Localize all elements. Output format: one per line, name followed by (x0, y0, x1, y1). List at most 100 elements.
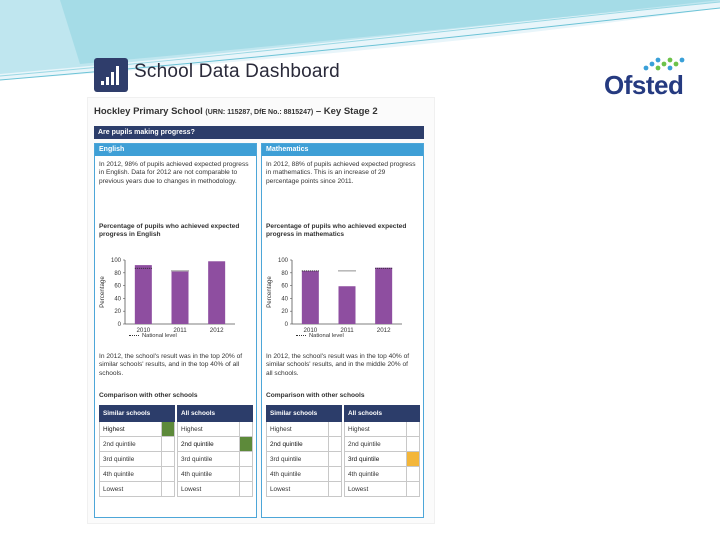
quintile-label: 3rd quintile (99, 451, 162, 467)
bar-2010 (301, 270, 319, 324)
quintile-label: Highest (266, 421, 329, 437)
y-tick-label: 60 (281, 284, 288, 290)
english-chart-title: Percentage of pupils who achieved expect… (99, 223, 240, 239)
quintile-label: Lowest (344, 481, 407, 497)
maths-chart-legend: National level (296, 333, 344, 339)
quintile-row: 4th quintile (344, 466, 420, 482)
quintile-marker (406, 421, 420, 437)
y-tick-label: 100 (111, 258, 122, 264)
quintile-label: 3rd quintile (266, 451, 329, 467)
x-tick-label: 2010 (136, 327, 150, 334)
quintile-label: Highest (344, 421, 407, 437)
quintile-label: 2nd quintile (177, 436, 240, 452)
ofsted-dots-icon (643, 57, 685, 71)
quintile-marker (406, 451, 420, 467)
english-all-schools-table: All schools Highest 2nd quintile 3rd quint… (177, 405, 253, 497)
quintile-marker (239, 466, 253, 482)
quintile-row: Highest (177, 421, 253, 437)
quintile-marker (406, 466, 420, 482)
y-axis-label: Percentage (266, 276, 273, 308)
ofsted-logo: Ofsted (604, 56, 688, 100)
quintile-label: 3rd quintile (177, 451, 240, 467)
quintile-label: 2nd quintile (99, 436, 162, 452)
maths-chart-title: Percentage of pupils who achieved expect… (266, 223, 407, 239)
quintile-marker (161, 436, 175, 452)
school-ids: (URN: 115287, DfE No.: 8815247) (205, 109, 314, 116)
quintile-row: 2nd quintile (99, 436, 175, 452)
english-similar-header: Similar schools (99, 405, 175, 422)
quintile-row: 4th quintile (99, 466, 175, 482)
maths-panel: Mathematics In 2012, 88% of pupils achie… (261, 143, 424, 518)
y-tick-label: 20 (114, 309, 121, 315)
english-similar-schools-table: Similar schools Highest 2nd quintile 3rd q… (99, 405, 175, 497)
english-comparison-title: Comparison with other schools (99, 392, 198, 399)
quintile-marker (239, 421, 253, 437)
english-progress-chart: Percentage 0 20 40 60 80 100 2010 2011 2012 (99, 258, 235, 334)
quintile-marker (161, 481, 175, 497)
quintile-row: 4th quintile (177, 466, 253, 482)
quintile-row: 3rd quintile (344, 451, 420, 467)
report-document: Hockley Primary School (URN: 115287, DfE… (88, 98, 434, 523)
quintile-row: Lowest (266, 481, 342, 497)
quintile-row: Lowest (177, 481, 253, 497)
quintile-row: Highest (266, 421, 342, 437)
y-tick-label: 80 (114, 271, 121, 277)
maths-comparison-title: Comparison with other schools (266, 392, 365, 399)
quintile-label: 2nd quintile (344, 436, 407, 452)
quintile-marker (328, 481, 342, 497)
quintile-row: 4th quintile (266, 466, 342, 482)
maths-heading: Mathematics (262, 144, 423, 156)
key-stage: – Key Stage 2 (315, 106, 378, 117)
quintile-label: Lowest (266, 481, 329, 497)
quintile-label: 4th quintile (266, 466, 329, 482)
quintile-row: 3rd quintile (177, 451, 253, 467)
app-title: School Data Dashboard (134, 61, 340, 82)
quintile-row: 2nd quintile (266, 436, 342, 452)
quintile-row: Highest (344, 421, 420, 437)
y-tick-label: 100 (278, 258, 289, 264)
maths-result-text: In 2012, the school's result was in the … (266, 353, 410, 377)
quintile-marker (328, 421, 342, 437)
maths-all-header: All schools (344, 405, 420, 422)
progress-question-bar: Are pupils making progress? (94, 126, 424, 139)
x-tick-label: 2012 (210, 327, 224, 334)
quintile-label: 4th quintile (177, 466, 240, 482)
y-tick-label: 0 (118, 322, 122, 328)
english-legend-label: National level (142, 333, 177, 339)
quintile-row: 2nd quintile (177, 436, 253, 452)
english-result-text: In 2012, the school's result was in the … (99, 353, 243, 377)
quintile-marker (406, 481, 420, 497)
english-heading: English (95, 144, 256, 156)
quintile-label: Lowest (177, 481, 240, 497)
y-tick-label: 40 (114, 296, 121, 302)
maths-progress-chart: Percentage 0 20 40 60 80 100 2010 2011 2012 (266, 258, 402, 334)
quintile-label: Lowest (99, 481, 162, 497)
y-tick-label: 40 (281, 296, 288, 302)
quintile-row: Highest (99, 421, 175, 437)
quintile-row: Lowest (344, 481, 420, 497)
quintile-label: 4th quintile (344, 466, 407, 482)
bar-2011 (171, 271, 189, 324)
report-title: Hockley Primary School (URN: 115287, DfE… (94, 106, 378, 117)
quintile-label: 2nd quintile (266, 436, 329, 452)
national-level-legend-swatch (129, 334, 139, 336)
quintile-marker (239, 481, 253, 497)
y-tick-label: 80 (281, 271, 288, 277)
english-chart-legend: National level (129, 333, 177, 339)
y-axis-label: Percentage (99, 276, 106, 308)
y-tick-label: 60 (114, 284, 121, 290)
quintile-marker (328, 466, 342, 482)
maths-similar-schools-table: Similar schools Highest 2nd quintile 3rd q… (266, 405, 342, 497)
x-tick-label: 2011 (340, 327, 354, 334)
quintile-label: Highest (99, 421, 162, 437)
maths-similar-header: Similar schools (266, 405, 342, 422)
quintile-marker (328, 451, 342, 467)
quintile-marker (161, 421, 175, 437)
quintile-label: 3rd quintile (344, 451, 407, 467)
quintile-marker (161, 451, 175, 467)
quintile-label: Highest (177, 421, 240, 437)
bar-2012 (375, 267, 393, 324)
quintile-marker (161, 466, 175, 482)
school-name: Hockley Primary School (94, 106, 203, 117)
quintile-marker (239, 451, 253, 467)
